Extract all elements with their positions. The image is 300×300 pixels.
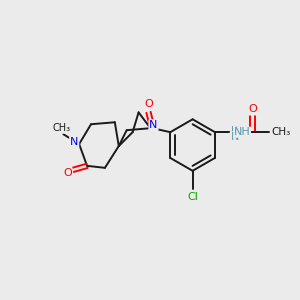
- Text: CH₃: CH₃: [52, 123, 70, 133]
- Text: N: N: [230, 132, 239, 142]
- Text: CH₃: CH₃: [272, 127, 291, 137]
- Text: N: N: [70, 137, 78, 147]
- Text: O: O: [144, 99, 153, 110]
- Text: O: O: [63, 168, 72, 178]
- Text: N: N: [149, 120, 158, 130]
- Text: NH: NH: [234, 127, 250, 137]
- Text: H: H: [231, 126, 238, 136]
- Text: Cl: Cl: [187, 192, 198, 202]
- Text: O: O: [248, 104, 257, 114]
